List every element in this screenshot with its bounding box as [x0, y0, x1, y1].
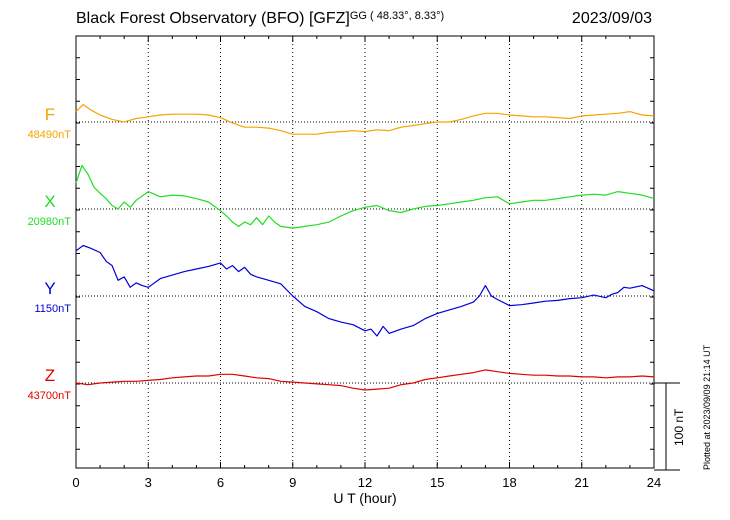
component-letter-x: X	[44, 192, 56, 211]
chart-title: Black Forest Observatory (BFO) [GFZ] GG (…	[76, 10, 444, 28]
axis-ticks: 0 3 6 9 12 15 18 21 24	[72, 36, 661, 490]
series-line-y	[75, 244, 655, 337]
series-line-f	[75, 103, 655, 135]
x-tick-label: 21	[575, 475, 589, 490]
component-baseline-label-f: 48490nT	[27, 129, 71, 141]
series-line-x	[75, 164, 655, 229]
chart-date: 2023/09/03	[571, 10, 652, 27]
x-tick-label: 9	[289, 475, 296, 490]
component-baseline-label-z: 43700nT	[27, 390, 71, 402]
x-axis-label: U T (hour)	[333, 490, 397, 506]
scale-bar	[654, 382, 680, 471]
component-letter-f: F	[44, 105, 56, 124]
x-tick-label: 24	[647, 475, 661, 490]
x-tick-label: 12	[358, 475, 372, 490]
series-line-z	[75, 369, 655, 391]
scale-bar-label: 100 nT	[672, 408, 686, 446]
component-baseline-label-x: 20980nT	[27, 216, 71, 228]
station-coordinates: GG ( 48.33°, 8.33°)	[349, 10, 445, 22]
observatory-title: Black Forest Observatory (BFO) [GFZ]	[76, 10, 350, 27]
component-letter-y: Y	[44, 279, 56, 298]
component-letter-z: Z	[44, 366, 56, 385]
baseline-lines	[76, 121, 654, 384]
x-tick-label: 6	[217, 475, 224, 490]
x-tick-label: 18	[502, 475, 516, 490]
x-tick-label: 15	[430, 475, 444, 490]
grid-lines	[147, 36, 583, 468]
x-tick-label: 0	[72, 475, 79, 490]
series-lines	[75, 103, 655, 391]
component-baseline-label-y: 1150nT	[34, 303, 72, 315]
plotted-timestamp: Plotted at 2023/09/09 21:14 UT	[702, 344, 712, 470]
x-tick-label: 3	[145, 475, 152, 490]
